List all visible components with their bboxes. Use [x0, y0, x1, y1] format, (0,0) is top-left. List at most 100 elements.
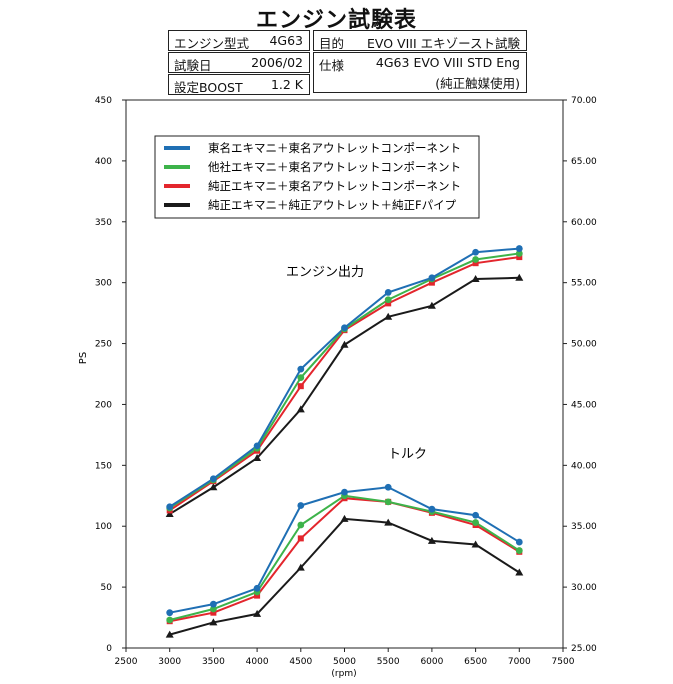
power-marker — [210, 475, 217, 483]
x-tick-label: 7000 — [508, 657, 531, 667]
x-tick-label: 5500 — [377, 657, 400, 667]
torque-marker — [165, 630, 174, 638]
torque-marker — [472, 519, 479, 526]
engine-model-label: エンジン型式 — [174, 36, 250, 51]
torque-marker — [297, 521, 305, 529]
x-tick-label: 4000 — [246, 657, 269, 667]
y-left-tick-label: 50 — [101, 583, 113, 593]
y-right-tick-label: 40.00 — [571, 461, 597, 471]
x-tick-label: 2500 — [115, 657, 138, 667]
y-right-tick-label: 65.00 — [571, 157, 597, 167]
test-date-value: 2006/02 — [251, 55, 303, 70]
y-left-tick-label: 100 — [95, 522, 112, 532]
power-marker — [472, 260, 479, 267]
y-left-tick-label: 450 — [95, 96, 112, 106]
power-marker — [341, 324, 348, 332]
torque-marker — [296, 563, 305, 571]
y-left-tick-label: 400 — [95, 157, 112, 167]
torque-marker — [428, 505, 436, 513]
y-right-tick-label: 60.00 — [571, 218, 597, 228]
torque-marker — [340, 514, 349, 522]
torque-annotation: トルク — [388, 447, 427, 462]
power-marker — [209, 483, 218, 491]
power-marker — [428, 279, 435, 286]
torque-marker — [166, 609, 174, 617]
power-marker — [253, 442, 261, 450]
torque-marker — [384, 498, 392, 506]
legend-entry: 純正エキマニ＋純正アウトレット＋純正Fパイプ — [208, 198, 457, 212]
power-marker — [515, 273, 524, 281]
power-marker — [297, 374, 305, 382]
power-marker — [516, 254, 523, 261]
x-tick-label: 5000 — [333, 657, 356, 667]
power-marker — [427, 301, 436, 309]
x-axis-label: (rpm) — [331, 669, 356, 679]
torque-marker — [297, 502, 305, 509]
power-marker — [385, 300, 392, 307]
torque-marker — [472, 511, 479, 519]
y-right-tick-label: 30.00 — [571, 583, 597, 593]
purpose-value: EVO VIII エキゾースト試験 — [366, 36, 520, 51]
engine-model-box: エンジン型式 4G63 — [168, 30, 310, 51]
y-left-tick-label: 250 — [95, 340, 112, 350]
y-left-tick-label: 300 — [95, 279, 112, 289]
boost-label: 設定BOOST — [174, 80, 243, 95]
legend-entry: 純正エキマニ＋東名アウトレットコンポーネント — [208, 179, 461, 193]
y-axis-label: PS — [78, 352, 89, 364]
x-tick-label: 4500 — [289, 657, 312, 667]
y-left-tick-label: 200 — [95, 400, 112, 410]
y-right-tick-label: 35.00 — [571, 522, 597, 532]
torque-marker — [297, 535, 304, 542]
power-marker — [428, 274, 436, 282]
power-series-line — [169, 247, 520, 508]
power-marker — [515, 245, 523, 252]
y-right-tick-label: 55.00 — [571, 279, 597, 289]
torque-marker — [210, 609, 217, 616]
torque-marker — [254, 592, 261, 599]
purpose-box: 目的 EVO VIII エキゾースト試験 — [313, 30, 527, 51]
power-marker — [340, 340, 349, 348]
power-annotation: エンジン出力 — [286, 265, 364, 280]
x-tick-label: 3000 — [158, 657, 181, 667]
x-tick-label: 6000 — [420, 657, 443, 667]
torque-series-line — [169, 517, 520, 636]
power-marker — [297, 383, 304, 390]
torque-series-line — [169, 486, 520, 614]
test-date-box: 試験日 2006/02 — [168, 52, 310, 73]
torque-marker — [253, 584, 261, 592]
torque-marker — [209, 618, 218, 626]
y-left-tick-label: 350 — [95, 218, 112, 228]
torque-marker — [515, 547, 523, 554]
boost-value: 1.2 K — [270, 77, 303, 92]
power-series-line — [169, 276, 520, 515]
power-marker — [515, 250, 523, 257]
torque-marker — [253, 609, 262, 617]
power-marker — [166, 503, 174, 511]
power-marker — [296, 405, 305, 413]
power-marker — [384, 289, 392, 296]
power-marker — [471, 275, 480, 283]
legend: 東名エキマニ＋東名アウトレットコンポーネント他社エキマニ＋東名アウトレットコンポ… — [154, 135, 480, 219]
power-marker — [253, 454, 262, 462]
legend-box — [154, 135, 480, 219]
purpose-label: 目的 — [319, 36, 345, 51]
power-marker — [384, 312, 393, 320]
torque-marker — [210, 600, 217, 608]
power-marker — [384, 296, 392, 304]
power-series-line — [169, 252, 520, 509]
legend-entry: 東名エキマニ＋東名アウトレットコンポーネント — [208, 141, 461, 155]
torque-marker — [384, 518, 393, 526]
torque-marker — [515, 538, 523, 546]
power-marker — [297, 365, 305, 373]
test-date-label: 試験日 — [174, 58, 212, 73]
torque-marker — [471, 540, 480, 548]
y-right-tick-label: 25.00 — [571, 644, 597, 654]
y-right-tick-label: 50.00 — [571, 340, 597, 350]
y-right-tick-label: 45.00 — [571, 400, 597, 410]
power-marker — [165, 510, 174, 518]
x-tick-label: 6500 — [464, 657, 487, 667]
spec-label: 仕様 — [319, 58, 345, 73]
engine-model-value: 4G63 — [269, 33, 303, 48]
power-marker — [472, 256, 479, 263]
